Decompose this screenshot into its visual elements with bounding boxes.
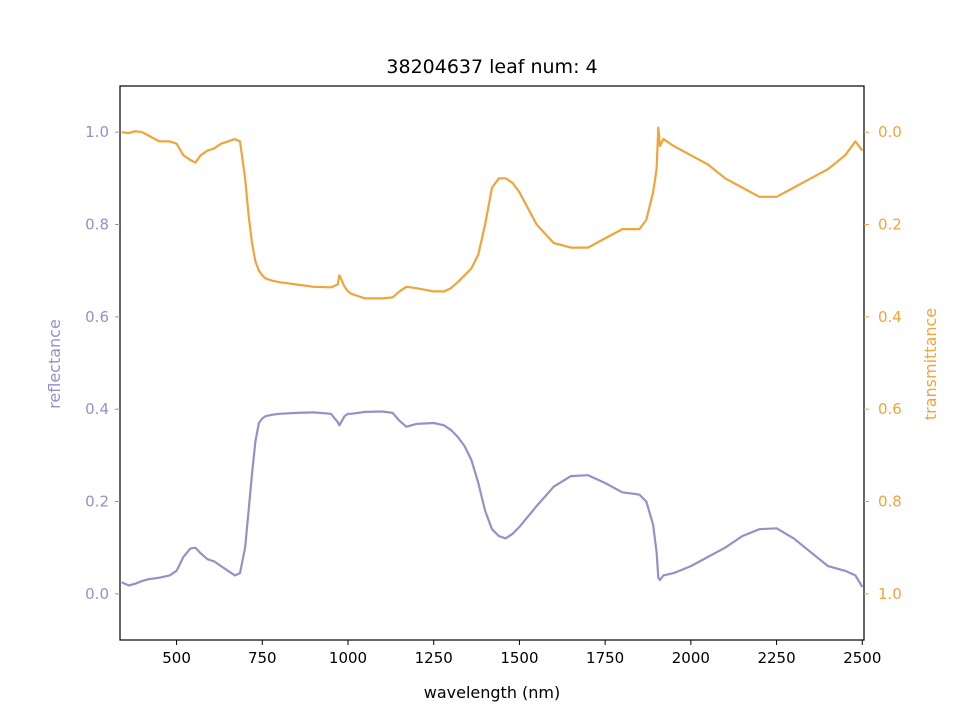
y-right-tick-label: 0.4 bbox=[878, 308, 902, 326]
x-tick-label: 1250 bbox=[415, 649, 453, 667]
y-right-axis-label: transmittance bbox=[921, 308, 940, 420]
y-right-tick-label: 1.0 bbox=[878, 585, 902, 603]
y-left-axis-label: reflectance bbox=[45, 319, 64, 409]
y-right-tick-label: 0.6 bbox=[878, 400, 902, 418]
y-left-tick-label: 0.2 bbox=[85, 493, 109, 511]
x-tick-label: 750 bbox=[248, 649, 277, 667]
x-tick-label: 1500 bbox=[500, 649, 538, 667]
x-tick-label: 2000 bbox=[672, 649, 710, 667]
plot-frame bbox=[119, 85, 865, 641]
y-left-tick-label: 0.4 bbox=[85, 400, 109, 418]
y-right-tick-label: 0.0 bbox=[878, 123, 902, 141]
chart-title: 38204637 leaf num: 4 bbox=[386, 56, 597, 78]
y-right-tick-label: 0.8 bbox=[878, 493, 902, 511]
x-tick-label: 2500 bbox=[843, 649, 881, 667]
x-tick-label: 1750 bbox=[586, 649, 624, 667]
x-tick-label: 2250 bbox=[757, 649, 795, 667]
transmittance-line bbox=[121, 126, 864, 300]
y-left-tick-label: 0.6 bbox=[85, 308, 109, 326]
x-axis-label: wavelength (nm) bbox=[424, 683, 561, 702]
reflectance-line bbox=[121, 410, 864, 588]
y-left-tick-label: 0.8 bbox=[85, 216, 109, 234]
x-tick-label: 1000 bbox=[329, 649, 367, 667]
y-right-tick-label: 0.2 bbox=[878, 216, 902, 234]
y-left-tick-label: 0.0 bbox=[85, 585, 109, 603]
x-tick-label: 500 bbox=[162, 649, 191, 667]
y-left-tick-label: 1.0 bbox=[85, 123, 109, 141]
